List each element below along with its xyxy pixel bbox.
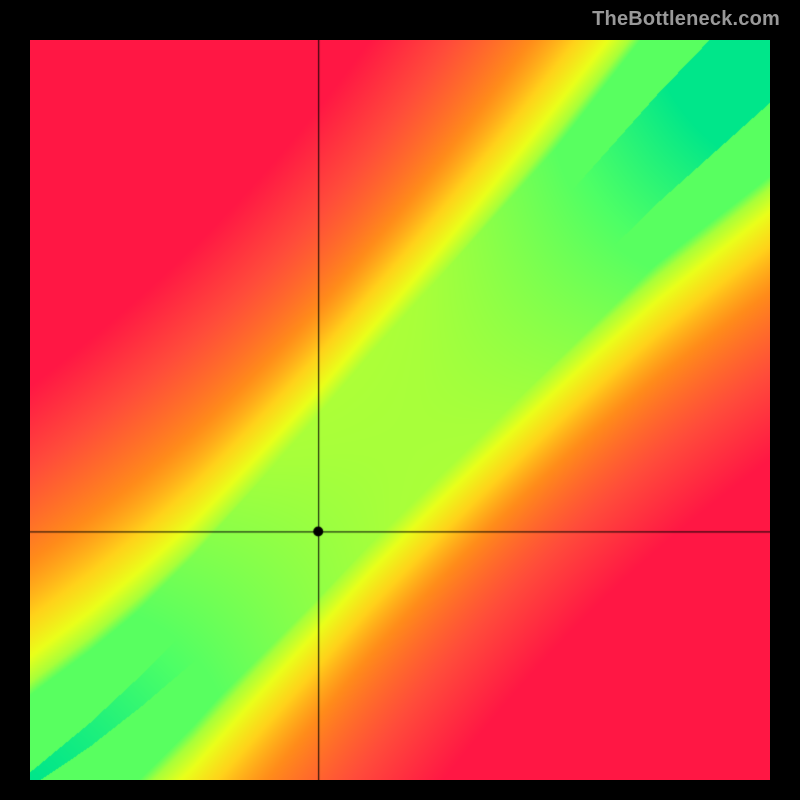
chart-container: TheBottleneck.com [0,0,800,800]
watermark-text: TheBottleneck.com [592,8,780,31]
bottleneck-heatmap [30,40,770,780]
